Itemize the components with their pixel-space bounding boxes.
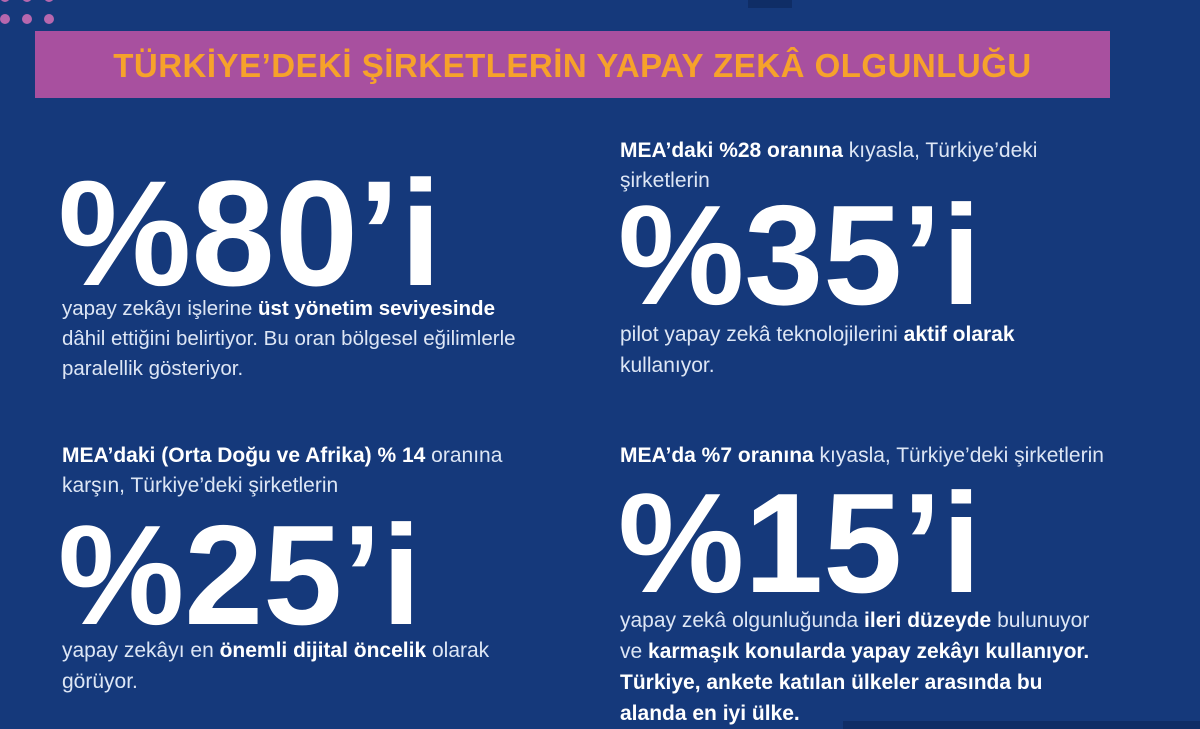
stat-intro: MEA’daki %28 oranına kıyasla, Türkiye’de…: [620, 139, 1038, 192]
top-edge-bar: [748, 0, 792, 8]
stat-caption: yapay zekâ olgunluğunda ileri düzeyde bu…: [620, 609, 1090, 725]
stat-value-15: %15’i: [618, 464, 982, 623]
decorative-dot: [22, 14, 32, 24]
stat-caption: yapay zekâyı en önemli dijital öncelik o…: [62, 639, 490, 693]
stat-caption: pilot yapay zekâ teknolojilerini aktif o…: [620, 323, 1015, 377]
decorative-dot: [0, 0, 10, 2]
bottom-edge-bar: [843, 721, 1200, 729]
decorative-dot: [44, 14, 54, 24]
page-title: TÜRKİYE’DEKİ ŞİRKETLERİN YAPAY ZEKÂ OLGU…: [113, 47, 1032, 84]
stat-value-25: %25’i: [58, 496, 422, 655]
decorative-dot: [22, 0, 32, 2]
title-banner: TÜRKİYE’DEKİ ŞİRKETLERİN YAPAY ZEKÂ OLGU…: [35, 31, 1110, 98]
dot-pattern: [0, 0, 60, 24]
stat-top-left: %80’i yapay zekâyı işlerine üst yönetim …: [58, 158, 633, 384]
stat-intro: MEA’daki (Orta Doğu ve Afrika) % 14 oran…: [62, 444, 503, 497]
stat-caption: yapay zekâyı işlerine üst yönetim seviye…: [62, 297, 516, 380]
stat-bottom-left: MEA’daki (Orta Doğu ve Afrika) % 14 oran…: [58, 441, 633, 697]
stat-top-right: MEA’daki %28 oranına kıyasla, Türkiye’de…: [618, 136, 1178, 381]
stat-intro: MEA’da %7 oranına kıyasla, Türkiye’deki …: [620, 444, 1104, 467]
decorative-dot: [44, 0, 54, 2]
stat-value-80: %80’i: [58, 149, 442, 317]
stat-value-35: %35’i: [618, 176, 982, 335]
stat-bottom-right: MEA’da %7 oranına kıyasla, Türkiye’deki …: [618, 441, 1200, 729]
decorative-dot: [0, 14, 10, 24]
